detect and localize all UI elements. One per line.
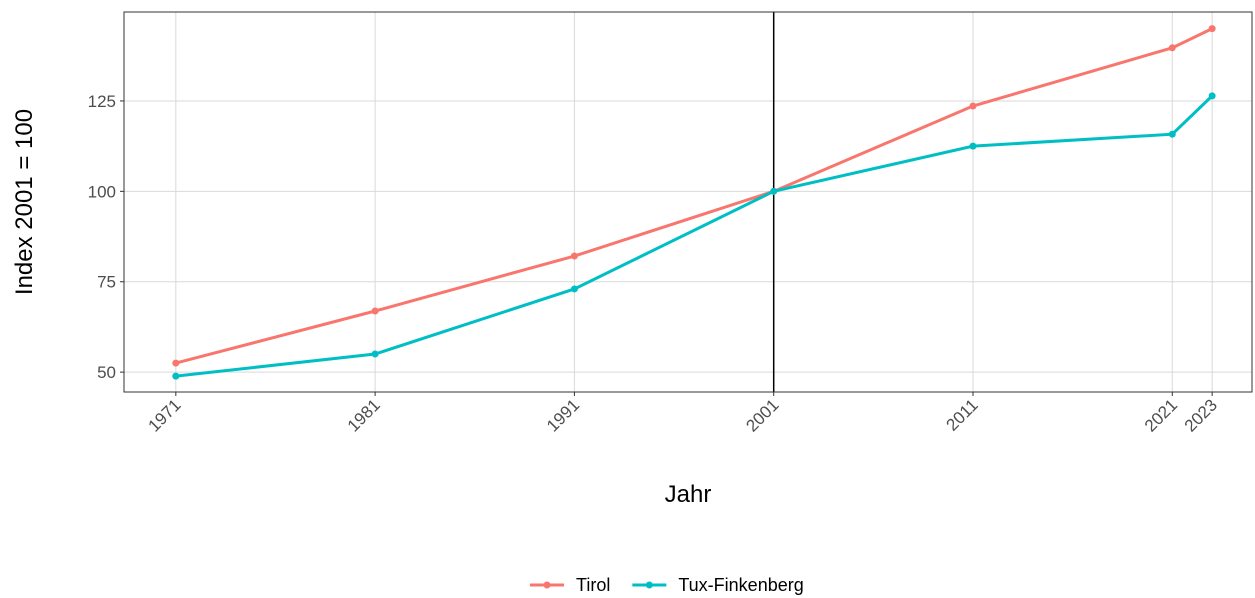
y-tick-label: 100 [88, 182, 116, 201]
panel-border [123, 11, 1253, 393]
data-point [172, 359, 180, 367]
legend-label: Tirol [576, 575, 610, 595]
x-tick-label: 1981 [344, 395, 384, 435]
series-line [175, 27, 1213, 365]
y-axis-label: Index 2001 = 100 [11, 109, 38, 295]
data-point [969, 142, 977, 150]
x-tick-label: 1971 [144, 395, 184, 435]
x-axis-label: Jahr [665, 481, 712, 508]
data-point [570, 252, 578, 260]
data-point [1168, 130, 1176, 138]
data-point [371, 350, 379, 358]
data-point [1208, 92, 1216, 100]
series-line [175, 94, 1214, 378]
data-point [371, 307, 379, 315]
legend-point [645, 581, 653, 589]
data-point [1208, 25, 1216, 33]
x-tick-label: 2021 [1141, 395, 1181, 435]
legend-point [543, 581, 551, 589]
legend-label: Tux-Finkenberg [678, 575, 803, 595]
data-point [770, 187, 778, 195]
x-tick-label: 2011 [943, 395, 982, 434]
x-tick-label: 1991 [543, 395, 583, 435]
x-tick-label: 2023 [1181, 395, 1221, 435]
x-tick-label: 2001 [742, 395, 782, 435]
data-point [1168, 44, 1176, 52]
y-tick-label: 75 [97, 273, 116, 292]
data-point [172, 372, 180, 380]
y-tick-label: 125 [88, 92, 116, 111]
data-point [570, 285, 578, 293]
y-tick-label: 50 [97, 363, 116, 382]
data-point [969, 102, 977, 110]
